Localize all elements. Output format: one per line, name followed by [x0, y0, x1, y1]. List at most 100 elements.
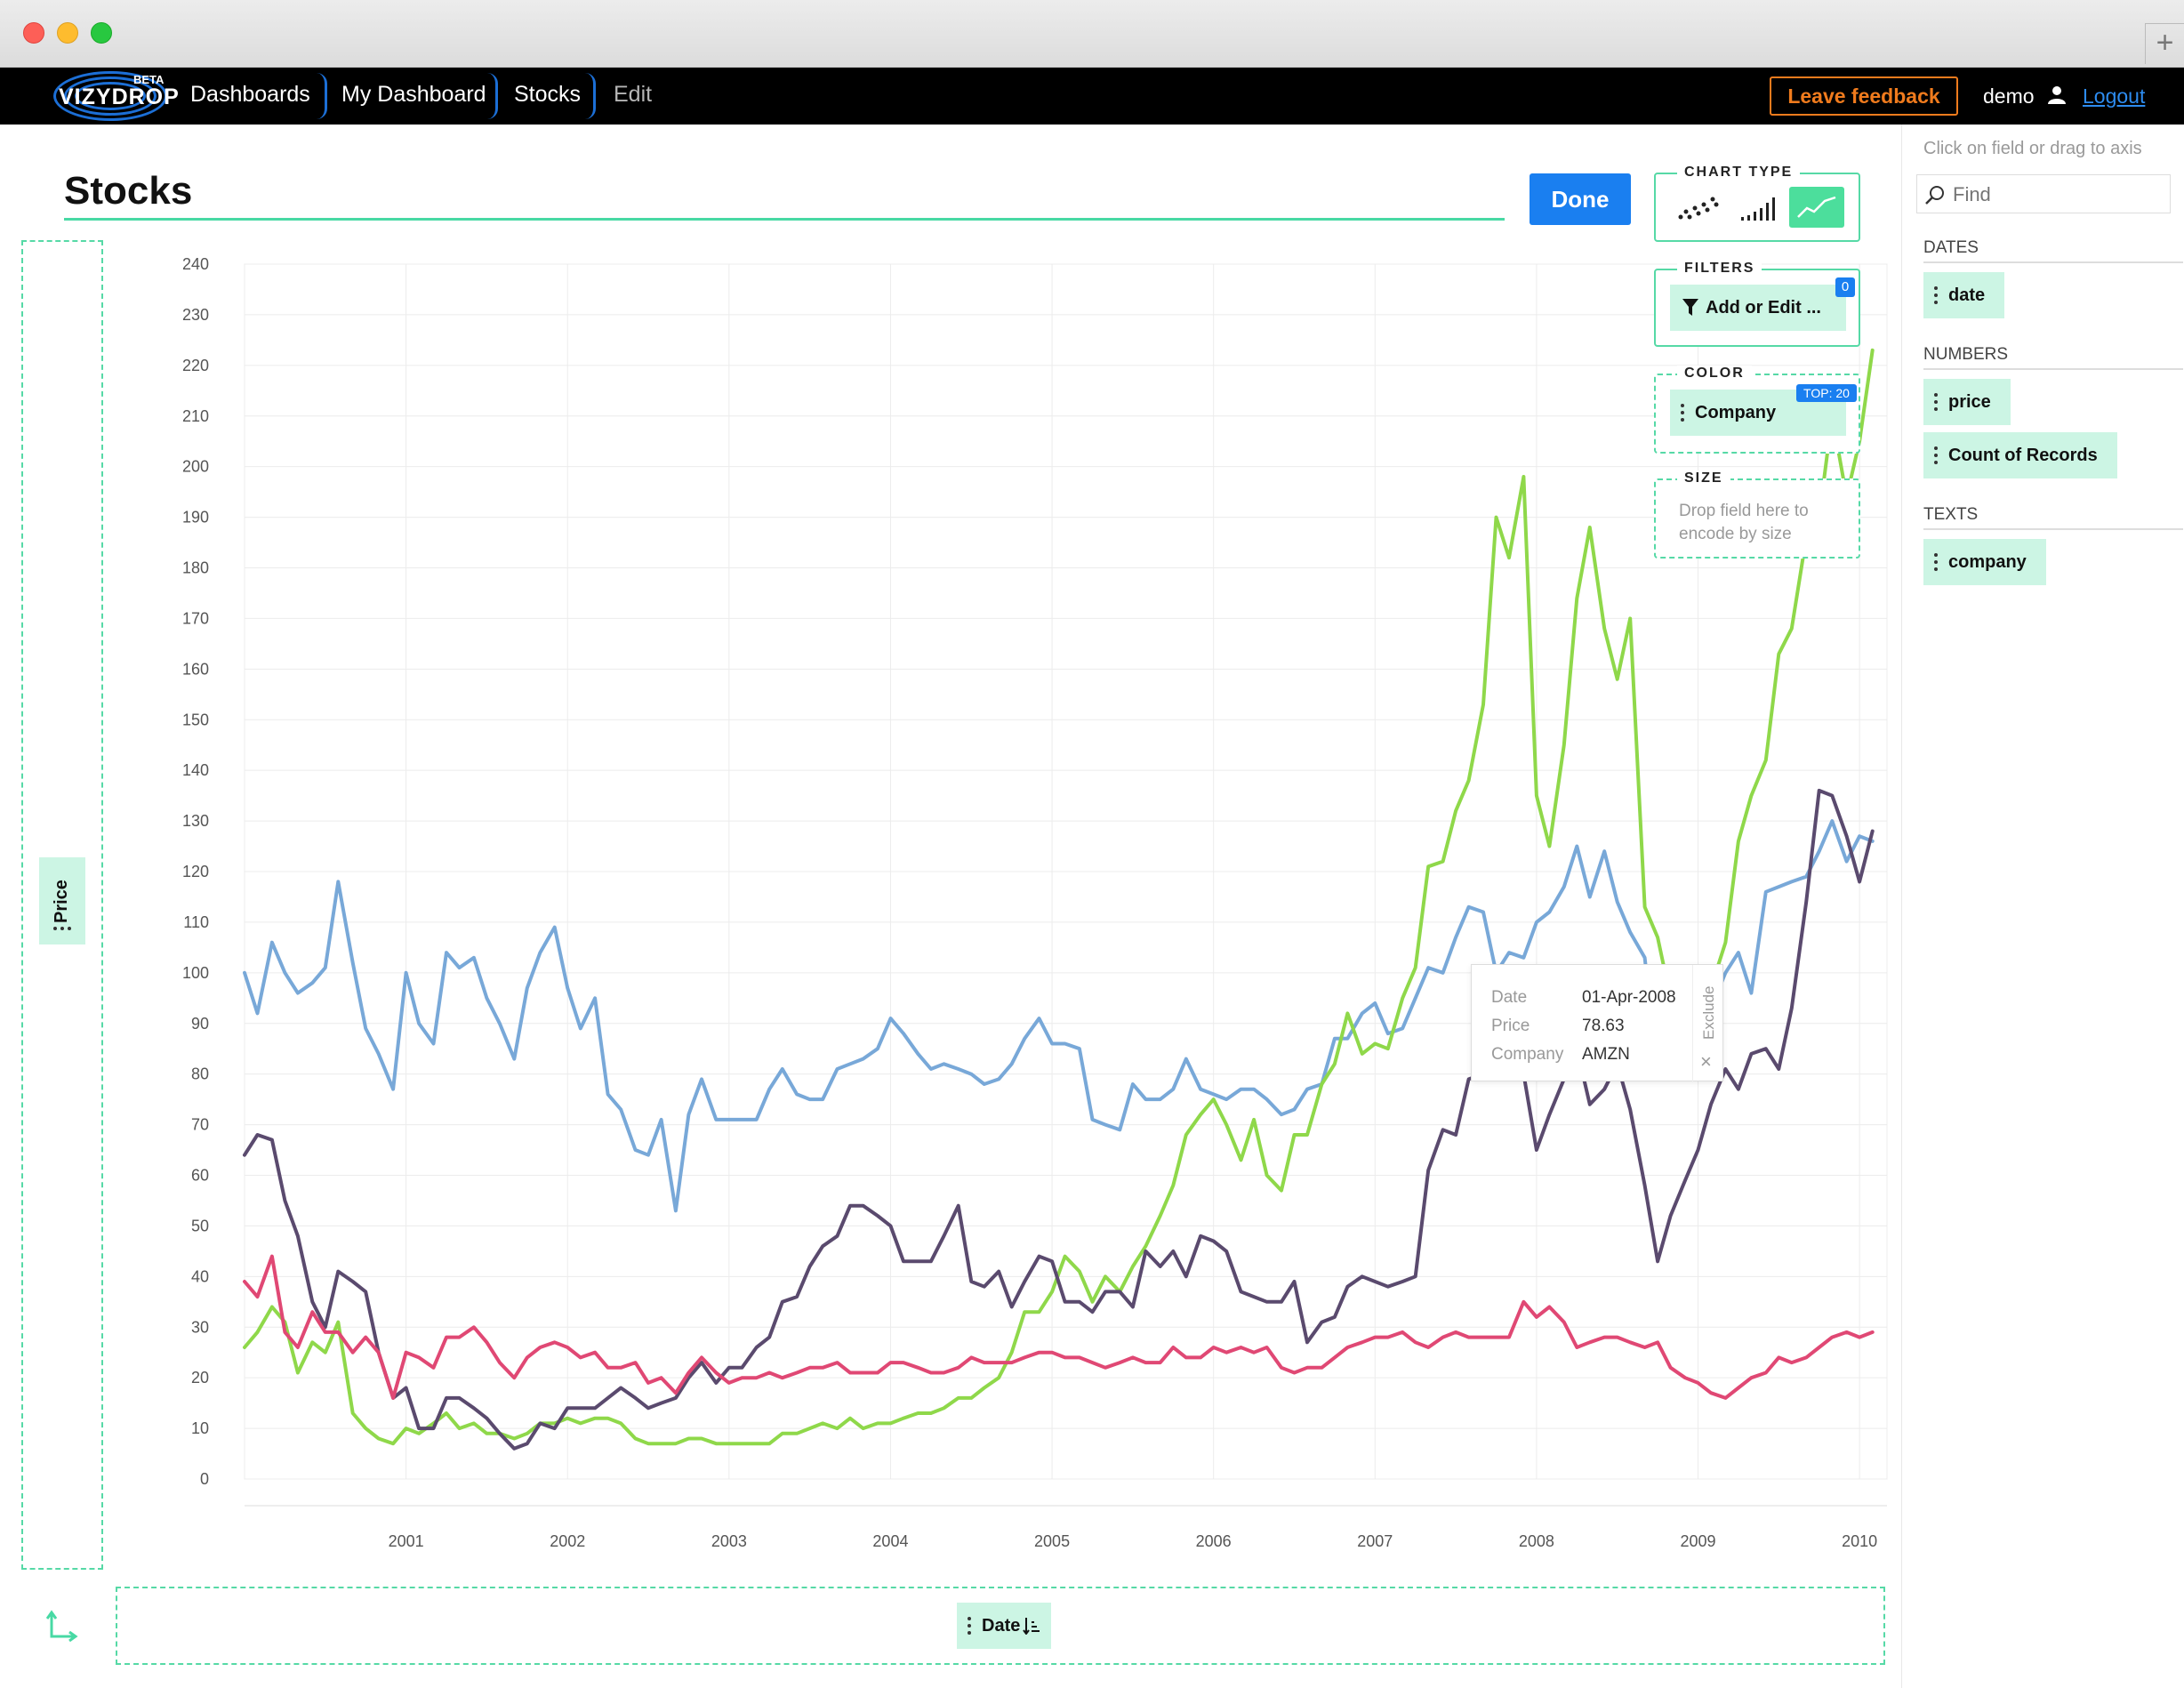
window-titlebar: + — [0, 0, 2184, 68]
y-tick-label: 70 — [191, 1116, 209, 1134]
y-tick-label: 80 — [191, 1065, 209, 1083]
series-line-3 — [243, 1254, 1875, 1400]
section-texts-title: TEXTS — [1923, 505, 2183, 530]
top-n-badge[interactable]: TOP: 20 — [1796, 384, 1857, 402]
done-button[interactable]: Done — [1530, 173, 1631, 225]
x-axis-field-pill[interactable]: Date — [957, 1603, 1051, 1649]
field-date-label: date — [1948, 285, 1986, 305]
tooltip-key-company: Company — [1491, 1045, 1564, 1064]
close-window-button[interactable] — [23, 22, 44, 44]
leave-feedback-button[interactable]: Leave feedback — [1770, 76, 1958, 116]
field-search-box[interactable] — [1916, 174, 2171, 213]
drag-handle-icon — [1934, 286, 1938, 304]
filters-button-label: Add or Edit ... — [1706, 298, 1821, 318]
sidebar-hint: Click on field or drag to axis — [1923, 139, 2142, 158]
x-axis-ticks: 2001 2002 2003 2004 2005 2006 2007 2008 2009 2010 — [389, 1532, 1878, 1550]
x-tick-label: 2007 — [1357, 1532, 1393, 1550]
y-axis-field-label: Price — [52, 880, 71, 923]
tooltip-value-price: 78.63 — [1582, 1017, 1625, 1035]
y-tick-label: 20 — [191, 1369, 209, 1387]
fields-sidebar: Click on field or drag to axis DATES dat… — [1901, 125, 2184, 1688]
chart-type-panel: CHART TYPE — [1654, 165, 1860, 242]
field-count-of-records[interactable]: Count of Records — [1923, 432, 2117, 478]
chart-grid — [244, 263, 1888, 1507]
vizydrop-logo[interactable]: VIZYDROP BETA — [39, 69, 181, 123]
new-tab-button[interactable]: + — [2145, 23, 2184, 64]
field-price[interactable]: price — [1923, 379, 2011, 425]
y-axis-dropzone[interactable] — [21, 240, 103, 1570]
minimize-window-button[interactable] — [57, 22, 78, 44]
drag-handle-icon — [1934, 393, 1938, 411]
add-edit-filters-button[interactable]: Add or Edit ... — [1670, 285, 1846, 331]
field-search-input[interactable] — [1953, 183, 2157, 206]
y-axis-field-pill[interactable]: Price — [39, 857, 85, 944]
y-tick-label: 110 — [183, 913, 209, 931]
drag-handle-icon — [1681, 404, 1684, 422]
breadcrumb-dashboards[interactable]: Dashboards — [190, 82, 310, 107]
y-tick-label: 220 — [182, 357, 209, 374]
chart-title-input[interactable]: Stocks — [64, 169, 1505, 221]
y-tick-label: 10 — [191, 1419, 209, 1437]
filter-icon — [1682, 299, 1698, 316]
line-chart: 0 10 20 30 40 50 60 70 80 90 100 110 120 130 140 150 160… — [182, 255, 1888, 1550]
drag-handle-icon — [53, 927, 71, 930]
breadcrumb-stocks[interactable]: Stocks — [514, 82, 582, 107]
x-axis-dropzone[interactable] — [116, 1587, 1885, 1665]
breadcrumb-separator — [487, 73, 498, 119]
section-numbers-title: NUMBERS — [1923, 345, 2183, 370]
y-tick-label: 230 — [182, 306, 209, 324]
drag-handle-icon — [968, 1617, 971, 1635]
logout-link[interactable]: Logout — [2083, 84, 2146, 108]
breadcrumb-separator — [585, 73, 596, 119]
drag-handle-icon — [1934, 553, 1938, 571]
logo-beta-badge: BETA — [133, 73, 165, 86]
y-tick-label: 210 — [182, 407, 209, 425]
y-tick-label: 120 — [182, 863, 209, 880]
series-line-2 — [243, 788, 1875, 1451]
y-tick-label: 30 — [191, 1318, 209, 1336]
sort-ascending-icon[interactable] — [1023, 1617, 1040, 1635]
y-tick-label: 200 — [182, 458, 209, 476]
exclude-button[interactable]: Exclude × — [1692, 965, 1724, 1082]
y-tick-label: 240 — [182, 255, 209, 273]
y-axis-ticks: 0 10 20 30 40 50 60 70 80 90 100 110 120 130 140 150 160… — [182, 255, 209, 1488]
line-chart-icon[interactable] — [1789, 187, 1844, 228]
y-tick-label: 90 — [191, 1015, 209, 1033]
field-company[interactable]: company — [1923, 539, 2046, 585]
field-count-of-records-label: Count of Records — [1948, 446, 2098, 465]
tooltip-key-date: Date — [1491, 988, 1528, 1007]
y-tick-label: 150 — [182, 711, 209, 728]
y-tick-label: 40 — [191, 1267, 209, 1285]
logo-text: VIZYDROP — [59, 84, 180, 109]
tooltip-value-company: AMZN — [1582, 1045, 1630, 1064]
size-panel[interactable]: SIZE Drop field here to encode by size — [1654, 470, 1860, 559]
tooltip-key-price: Price — [1491, 1017, 1530, 1035]
breadcrumb-separator — [317, 73, 327, 119]
swap-axes-icon[interactable] — [46, 1610, 78, 1642]
field-date[interactable]: date — [1923, 272, 2005, 318]
size-drop-hint: Drop field here to encode by size — [1679, 502, 1809, 543]
breadcrumb-my-dashboard[interactable]: My Dashboard — [341, 82, 486, 107]
y-tick-label: 100 — [182, 964, 209, 982]
maximize-window-button[interactable] — [91, 22, 112, 44]
bar-chart-icon[interactable] — [1732, 187, 1787, 228]
series-line-0 — [243, 819, 1875, 1213]
search-icon — [1925, 186, 1944, 205]
filters-panel: FILTERS Add or Edit ... 0 — [1654, 261, 1860, 347]
exclude-label: Exclude — [1700, 985, 1717, 1040]
chart-type-label: CHART TYPE — [1677, 165, 1801, 181]
close-icon: × — [1700, 1050, 1712, 1073]
color-label: COLOR — [1677, 366, 1752, 382]
scatter-chart-icon[interactable] — [1672, 187, 1727, 228]
field-company-label: company — [1948, 552, 2027, 572]
size-label: SIZE — [1677, 470, 1730, 486]
x-tick-label: 2001 — [389, 1532, 424, 1550]
top-navbar: VIZYDROP BETA Dashboards My Dashboard St… — [0, 68, 2184, 125]
filters-label: FILTERS — [1677, 261, 1762, 277]
drag-handle-icon — [1934, 446, 1938, 464]
y-tick-label: 170 — [182, 609, 209, 627]
x-tick-label: 2005 — [1034, 1532, 1070, 1550]
y-tick-label: 140 — [182, 761, 209, 779]
chart-series — [243, 348, 1875, 1451]
